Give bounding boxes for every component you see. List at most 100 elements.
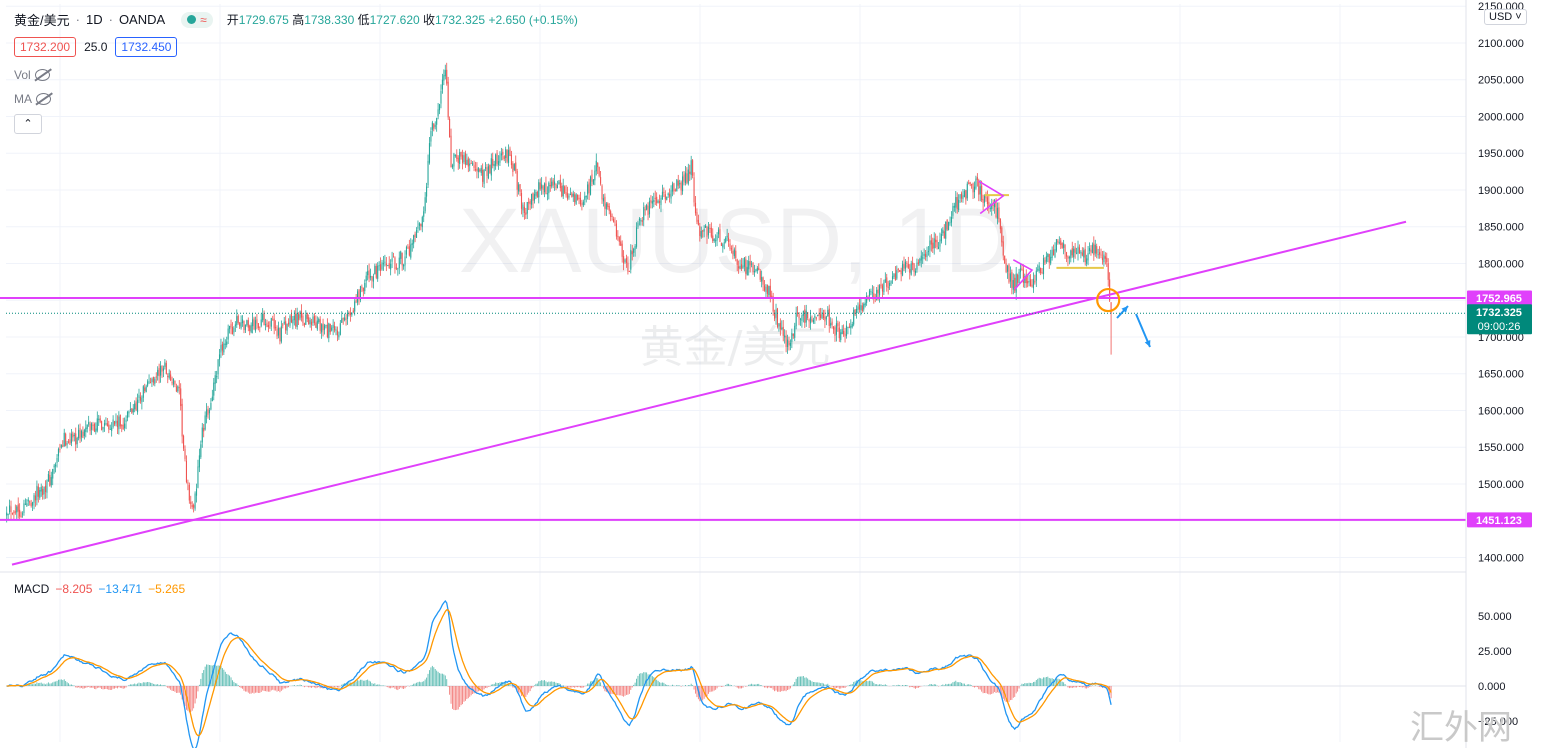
candle-body	[646, 205, 648, 210]
candle-body	[513, 164, 515, 170]
candle-body	[231, 326, 234, 335]
candle-body	[983, 194, 986, 203]
candle-body	[106, 423, 108, 427]
candle-body	[66, 443, 68, 445]
candle-body	[70, 433, 72, 444]
candle-body	[286, 323, 288, 331]
candle-body	[394, 257, 396, 270]
candle-body	[815, 317, 817, 319]
candle-body	[1071, 248, 1073, 256]
candle-body	[37, 486, 39, 497]
candle-body	[456, 154, 458, 159]
candle-body	[635, 227, 638, 247]
ma-indicator-label: MA	[14, 92, 32, 106]
candle-body	[357, 291, 359, 303]
candle-body	[195, 488, 198, 496]
candle-body	[463, 155, 465, 163]
candle-body	[900, 270, 902, 275]
symbol-name[interactable]: 黄金/美元	[14, 13, 70, 28]
sell-price-button[interactable]: 1732.200	[14, 37, 77, 57]
candle-body	[391, 258, 393, 262]
arrow-head-icon	[1144, 340, 1151, 347]
lower-line-price-label: 1451.123	[1476, 515, 1522, 527]
current-price-label-bg	[1467, 304, 1532, 335]
candle-body	[682, 176, 684, 192]
candle-body	[762, 277, 764, 285]
candle-body	[377, 265, 379, 279]
market-status-badge[interactable]: ≈	[181, 11, 213, 28]
candle-body	[388, 263, 390, 269]
interval-label[interactable]: 1D	[85, 12, 103, 27]
candle-body	[732, 250, 734, 255]
eye-hidden-icon[interactable]	[36, 93, 51, 105]
candle-body	[276, 328, 278, 337]
candle-body	[454, 154, 456, 156]
macd-label[interactable]: MACD	[14, 582, 50, 596]
candle-body	[807, 312, 809, 319]
candle-body	[218, 354, 221, 360]
wave-icon: ≈	[200, 12, 207, 27]
candle-body	[679, 183, 681, 185]
macd-signal-value: −5.265	[148, 582, 186, 596]
candle-body	[751, 263, 753, 265]
candle-body	[518, 184, 520, 192]
candle-body	[960, 193, 963, 199]
candle-body	[847, 326, 849, 328]
candle-body	[702, 230, 704, 232]
candle-body	[1063, 243, 1065, 248]
candle-body	[246, 320, 248, 326]
buy-price-button[interactable]: 1732.450	[115, 37, 178, 57]
candle-body	[752, 263, 754, 273]
candle-body	[421, 217, 423, 228]
candle-body	[1054, 249, 1056, 257]
candle-body	[19, 509, 21, 517]
candle-body	[801, 315, 803, 321]
candle-body	[299, 310, 301, 319]
currency-selector[interactable]: USD ˅	[1484, 9, 1527, 25]
candle-body	[887, 286, 889, 288]
candle-body	[267, 325, 269, 328]
candle-body	[181, 403, 183, 437]
candle-body	[433, 123, 435, 129]
candle-body	[548, 182, 550, 194]
candle-body	[986, 197, 988, 205]
candle-body	[844, 333, 846, 337]
volume-indicator-legend[interactable]: Vol	[14, 68, 50, 82]
candle-body	[694, 202, 697, 214]
candle-body	[39, 489, 41, 498]
price-axis[interactable]: 2150.0002100.0002050.0002000.0001950.000…	[1465, 0, 1541, 748]
candle-body	[551, 181, 553, 187]
candle-body	[667, 193, 669, 196]
candle-body	[502, 151, 504, 155]
collapse-legend-button[interactable]: ⌃	[14, 114, 42, 134]
candle-body	[962, 195, 964, 200]
candle-body	[683, 174, 685, 182]
candle-body	[116, 420, 118, 428]
candle-body	[902, 263, 904, 276]
eye-hidden-icon[interactable]	[34, 69, 50, 81]
drawings-layer[interactable]	[0, 180, 1470, 566]
candle-body	[771, 295, 773, 298]
candle-body	[587, 184, 589, 195]
candle-body	[47, 474, 49, 482]
candle-body	[893, 274, 895, 277]
candle-body	[968, 182, 970, 184]
ma-indicator-legend[interactable]: MA	[14, 92, 51, 106]
candle-body	[180, 388, 182, 407]
candle-body	[99, 418, 101, 422]
candle-body	[293, 315, 295, 321]
candle-body	[1012, 279, 1014, 290]
candle-body	[877, 289, 879, 294]
candle-body	[607, 203, 609, 207]
candle-body	[656, 196, 658, 204]
candle-body	[759, 270, 761, 280]
candle-body	[142, 386, 144, 398]
candle-body	[7, 513, 9, 515]
candle-body	[147, 381, 149, 386]
candle-body	[1032, 278, 1034, 289]
candle-body	[95, 428, 97, 432]
candle-body	[925, 253, 927, 258]
candle-body	[305, 314, 307, 325]
candle-body	[939, 239, 941, 247]
